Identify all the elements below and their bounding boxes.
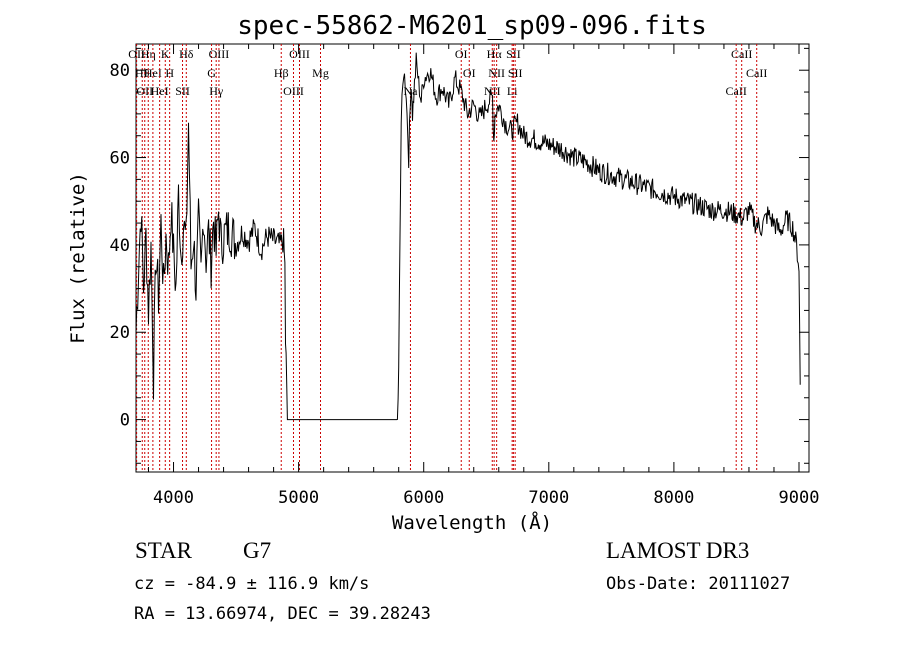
coordinates: RA = 13.66974, DEC = 39.28243 xyxy=(134,604,431,624)
axis-ticks: 4000 5000 6000 7000 8000 9000 0 20 40 60 80 xyxy=(110,44,820,508)
x-tick-label-3: 7000 xyxy=(528,488,569,508)
chart-title: spec-55862-M6201_sp09-096.fits xyxy=(237,11,707,41)
y-tick-label-1: 20 xyxy=(110,323,130,343)
line-marker-label-1: Hθ xyxy=(135,66,150,80)
x-tick-label-0: 4000 xyxy=(153,488,194,508)
plot-frame xyxy=(135,43,810,473)
line-marker-label-10: G xyxy=(207,66,216,80)
line-marker-label-13: Hβ xyxy=(274,66,289,80)
x-tick-label-1: 5000 xyxy=(278,488,319,508)
line-marker-label-16: Mg xyxy=(312,66,329,80)
line-marker-label-11: Hγ xyxy=(209,84,224,98)
x-tick-label-4: 8000 xyxy=(653,488,694,508)
y-tick-label-4: 80 xyxy=(110,61,130,81)
line-marker-label-0: OII xyxy=(128,47,145,61)
line-marker-label-9: Hδ xyxy=(179,47,194,61)
line-marker-label-20: NII xyxy=(484,84,501,98)
line-marker-label-21: Hα xyxy=(487,47,503,61)
survey-name: LAMOST DR3 xyxy=(606,538,750,563)
line-marker-label-2: OII xyxy=(136,84,153,98)
y-axis-label: Flux (relative) xyxy=(67,172,89,344)
object-subclass: G7 xyxy=(243,538,272,563)
line-markers: OIIHθOIIHηHeIHeIKHSIIHδGHγOIIIHβOIIIOIII… xyxy=(128,44,767,472)
line-marker-label-7: H xyxy=(165,66,174,80)
observation-date: Obs-Date: 20111027 xyxy=(606,574,791,594)
line-marker-label-6: K xyxy=(161,47,170,61)
line-marker-label-24: SII xyxy=(506,47,521,61)
line-marker-label-27: CaII xyxy=(731,47,752,61)
line-marker-label-23: Li xyxy=(507,84,518,98)
line-marker-label-28: CaII xyxy=(746,66,767,80)
spectrum-line-0 xyxy=(135,52,801,421)
object-class: STAR xyxy=(135,538,192,563)
line-marker-label-18: OI xyxy=(455,47,468,61)
line-marker-label-12: OIII xyxy=(209,47,230,61)
x-axis-label: Wavelength (Å) xyxy=(392,511,552,534)
line-marker-label-3: Hη xyxy=(141,47,156,61)
redshift-velocity: cz = -84.9 ± 116.9 km/s xyxy=(134,574,370,594)
line-marker-label-4: HeI xyxy=(144,66,162,80)
line-marker-label-15: OIII xyxy=(289,47,310,61)
line-marker-label-8: SII xyxy=(175,84,190,98)
y-tick-label-0: 0 xyxy=(120,411,130,431)
y-tick-label-2: 40 xyxy=(110,236,130,256)
y-tick-label-3: 60 xyxy=(110,149,130,169)
line-marker-label-25: SII xyxy=(508,66,523,80)
line-marker-label-26: CaII xyxy=(726,84,747,98)
line-marker-label-14: OIII xyxy=(283,84,304,98)
line-marker-label-22: NII xyxy=(488,66,505,80)
x-tick-label-5: 9000 xyxy=(779,488,820,508)
line-marker-label-19: OI xyxy=(463,66,476,80)
x-tick-label-2: 6000 xyxy=(403,488,444,508)
line-marker-label-5: HeI xyxy=(151,84,169,98)
series-layer xyxy=(135,52,801,421)
